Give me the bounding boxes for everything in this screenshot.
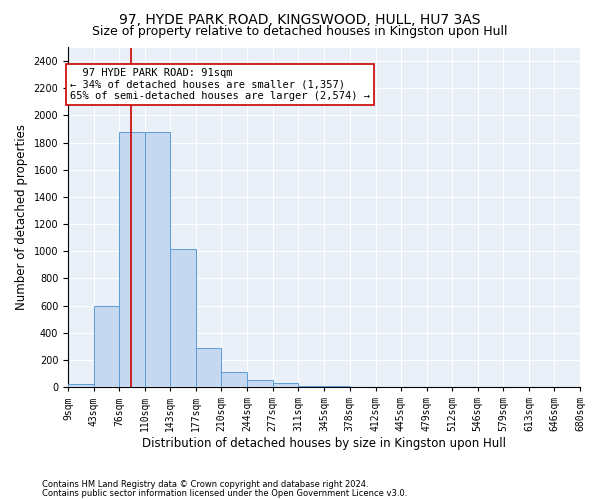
Text: 97 HYDE PARK ROAD: 91sqm
← 34% of detached houses are smaller (1,357)
65% of sem: 97 HYDE PARK ROAD: 91sqm ← 34% of detach… [70,68,370,101]
Text: Size of property relative to detached houses in Kingston upon Hull: Size of property relative to detached ho… [92,25,508,38]
Bar [145,132,170,387]
X-axis label: Distribution of detached houses by size in Kingston upon Hull: Distribution of detached houses by size … [142,437,506,450]
Y-axis label: Number of detached properties: Number of detached properties [15,124,28,310]
Text: 97, HYDE PARK ROAD, KINGSWOOD, HULL, HU7 3AS: 97, HYDE PARK ROAD, KINGSWOOD, HULL, HU7… [119,12,481,26]
Bar [94,306,119,387]
Bar [272,383,298,387]
Bar [247,380,272,387]
Bar [196,348,221,387]
Text: Contains HM Land Registry data © Crown copyright and database right 2024.: Contains HM Land Registry data © Crown c… [42,480,368,489]
Bar [298,386,325,387]
Bar [325,386,350,387]
Bar [221,372,247,387]
Bar [170,248,196,387]
Bar [119,132,145,387]
Text: Contains public sector information licensed under the Open Government Licence v3: Contains public sector information licen… [42,488,407,498]
Bar [68,384,94,387]
